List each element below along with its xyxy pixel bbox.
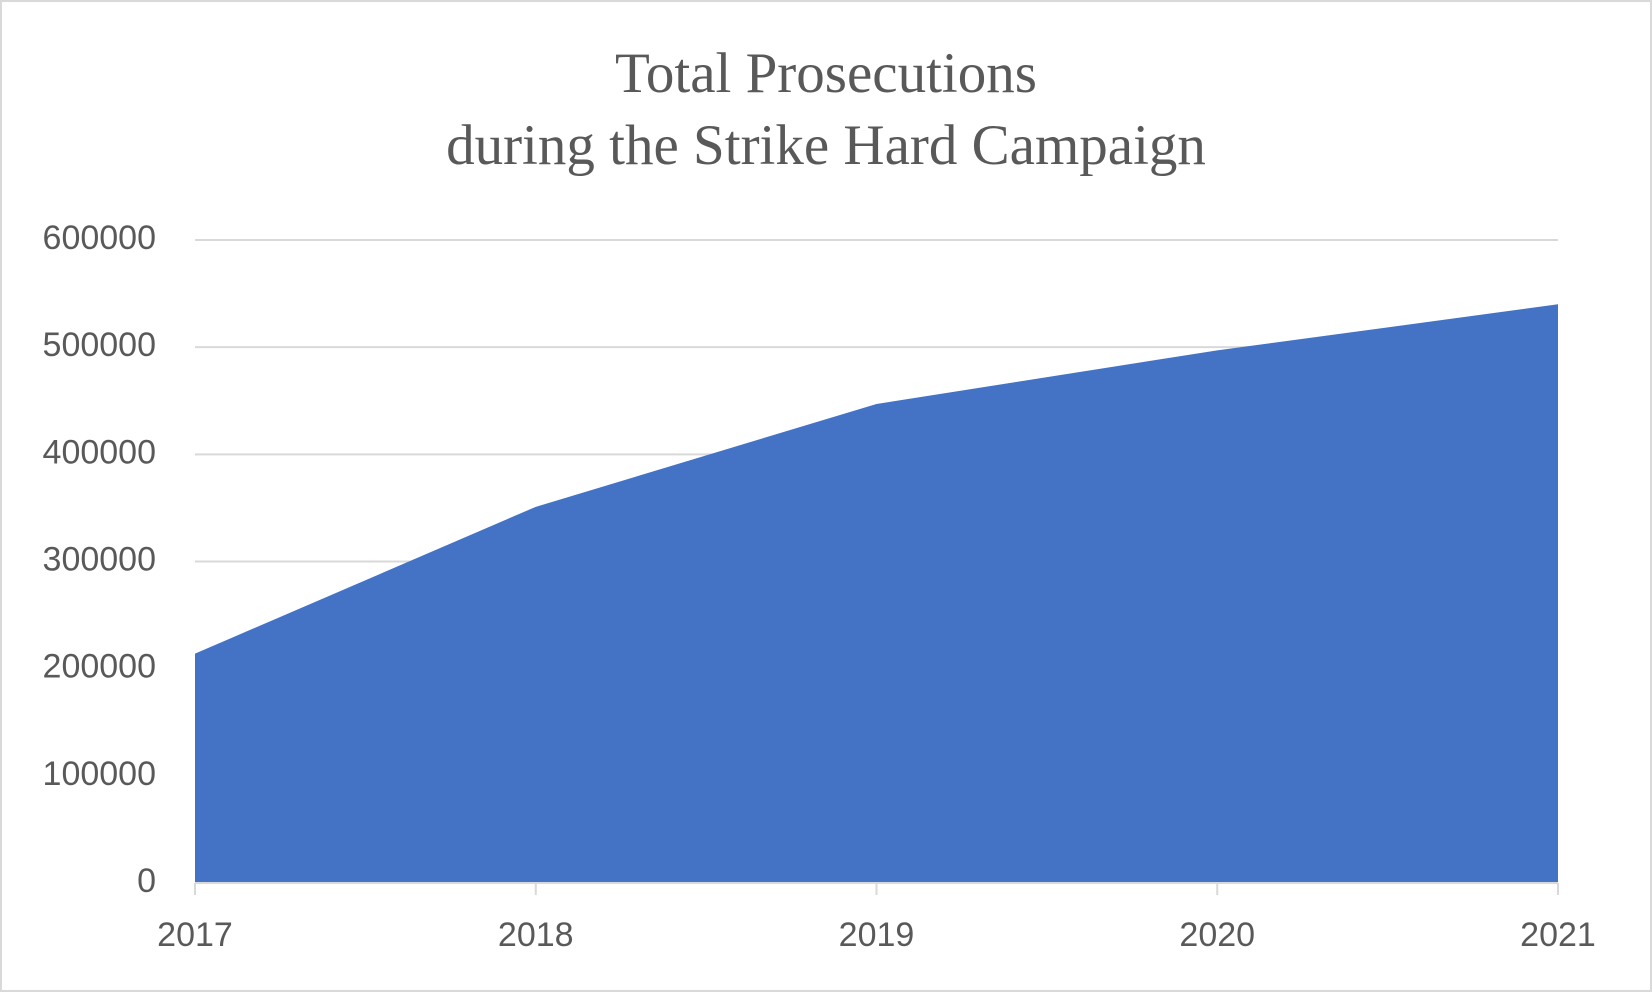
y-tick-label: 400000 [43, 433, 156, 471]
y-tick-label: 200000 [43, 648, 156, 686]
chart-title-line: during the Strike Hard Campaign [446, 114, 1206, 177]
y-tick-label: 300000 [43, 540, 156, 578]
x-tick-label: 2019 [839, 916, 915, 954]
chart-title-line: Total Prosecutions [615, 42, 1037, 105]
x-tick-label: 2021 [1520, 916, 1596, 954]
y-tick-label: 500000 [43, 326, 156, 364]
area [195, 304, 1558, 883]
x-tick-label: 2018 [498, 916, 574, 954]
y-tick-label: 0 [137, 862, 156, 900]
x-tick-label: 2020 [1179, 916, 1255, 954]
y-tick-label: 600000 [43, 219, 156, 257]
y-tick-label: 100000 [43, 755, 156, 793]
x-tick-label: 2017 [157, 916, 233, 954]
